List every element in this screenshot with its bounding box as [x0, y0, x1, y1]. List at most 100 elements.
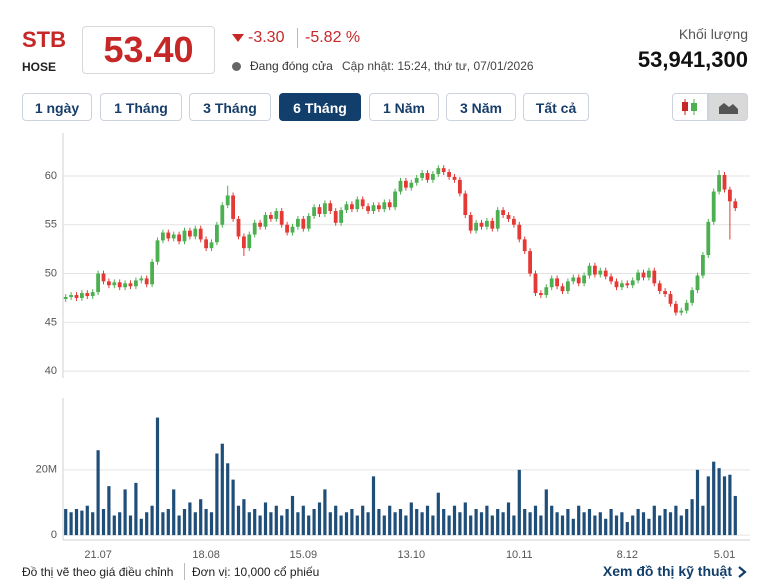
volume-bar — [258, 515, 262, 536]
candle-body — [620, 283, 624, 288]
chevron — [738, 566, 747, 578]
candle-body — [474, 222, 478, 231]
candle-body — [279, 211, 284, 225]
candle-body — [533, 273, 538, 294]
area-toggle[interactable] — [708, 93, 748, 121]
divider — [297, 28, 298, 48]
candle-body — [290, 226, 295, 233]
candle-body — [576, 277, 581, 284]
volume-bar — [101, 508, 106, 536]
candle-body — [209, 242, 214, 249]
range-button[interactable]: 1 Năm — [369, 93, 439, 121]
candle-body — [404, 180, 408, 188]
volume-bar — [317, 502, 322, 536]
candle-body — [625, 283, 630, 286]
volume-bar — [80, 510, 84, 536]
candle-body — [539, 293, 543, 296]
volume-bar — [425, 505, 430, 536]
volume-bar — [139, 518, 143, 536]
volume-bar — [366, 512, 370, 536]
volume-bar — [301, 505, 305, 536]
range-button[interactable]: 1 Tháng — [100, 93, 182, 121]
volume-bar — [69, 512, 73, 536]
area-icon — [719, 103, 738, 114]
volume-bar — [452, 505, 457, 536]
footer-unit: Đơn vị: 10,000 cổ phiếu — [192, 565, 320, 579]
candle-body — [63, 296, 68, 299]
volume-bar — [377, 508, 381, 536]
candle-body — [301, 218, 306, 229]
candle-body — [252, 222, 257, 235]
volume-bar — [382, 515, 386, 536]
candle-body — [85, 293, 90, 297]
volume-bar — [474, 508, 478, 536]
candle-body — [274, 211, 279, 219]
volume-bar — [539, 515, 543, 536]
volume-bar — [598, 512, 602, 536]
volume-bar — [247, 512, 251, 536]
candle-body — [717, 174, 721, 192]
candle-body — [566, 281, 570, 292]
candle-toggle[interactable] — [672, 93, 708, 121]
volume-bar — [118, 512, 122, 536]
volume-bar — [253, 508, 257, 536]
volume-bar — [420, 512, 424, 536]
volume-bar — [712, 461, 716, 536]
candle-body — [490, 220, 495, 229]
volume-bar — [593, 515, 597, 536]
volume-bar — [161, 512, 165, 536]
candle-body — [90, 292, 95, 297]
candle-body — [96, 273, 100, 293]
candle-body — [107, 281, 111, 286]
candle-body — [333, 211, 338, 223]
candle-body — [360, 199, 365, 207]
candle-body — [387, 202, 392, 208]
volume-bar — [226, 463, 230, 536]
candle-body — [485, 220, 489, 227]
volume-bar — [479, 512, 484, 536]
volume-bar — [458, 512, 462, 536]
change-pct: -5.82 % — [305, 29, 361, 46]
y-tick-label: 0 — [51, 529, 57, 541]
volume-bar — [447, 515, 451, 536]
candle-body — [603, 270, 608, 277]
volume-bar — [577, 505, 581, 536]
candle-body — [215, 224, 219, 243]
range-button[interactable]: Tất cả — [523, 93, 589, 121]
candle-body — [706, 221, 711, 256]
change: -3.30 — [248, 29, 285, 46]
volume-bar — [668, 512, 673, 536]
volume-bar — [658, 515, 662, 536]
candle-icon — [682, 99, 697, 115]
volume-bar — [636, 508, 640, 536]
footer-note: Đồ thị vẽ theo giá điều chỉnh — [22, 565, 174, 579]
candle-body — [501, 210, 505, 215]
candle-body — [728, 189, 732, 202]
candle-body — [506, 214, 511, 219]
candle-body — [177, 234, 181, 242]
candle-body — [609, 276, 613, 282]
candle-body — [436, 168, 441, 174]
volume-bar — [685, 508, 689, 536]
candle-body — [155, 240, 160, 262]
range-button[interactable]: 6 Tháng — [279, 93, 361, 121]
volume-bar — [442, 508, 446, 536]
range-button[interactable]: 3 Năm — [446, 93, 516, 121]
volume-bar — [334, 505, 338, 536]
volume-bar — [523, 508, 527, 536]
volume-bar — [204, 508, 208, 536]
range-button[interactable]: 1 ngày — [22, 93, 92, 121]
candle-body — [393, 191, 397, 208]
y-tick-label: 50 — [45, 267, 57, 279]
range-button[interactable]: 3 Tháng — [189, 93, 271, 121]
price-box: 53.40 — [82, 26, 215, 74]
divider — [184, 563, 185, 580]
volume-bar — [550, 505, 554, 536]
candle-body — [317, 207, 322, 215]
volume-bar — [172, 489, 176, 536]
volume-bar — [85, 505, 89, 536]
technical-link[interactable]: Xem đồ thị kỹ thuật — [602, 563, 732, 579]
candle-body — [549, 278, 554, 288]
volume-bar — [398, 508, 403, 536]
candle-body — [647, 270, 651, 278]
